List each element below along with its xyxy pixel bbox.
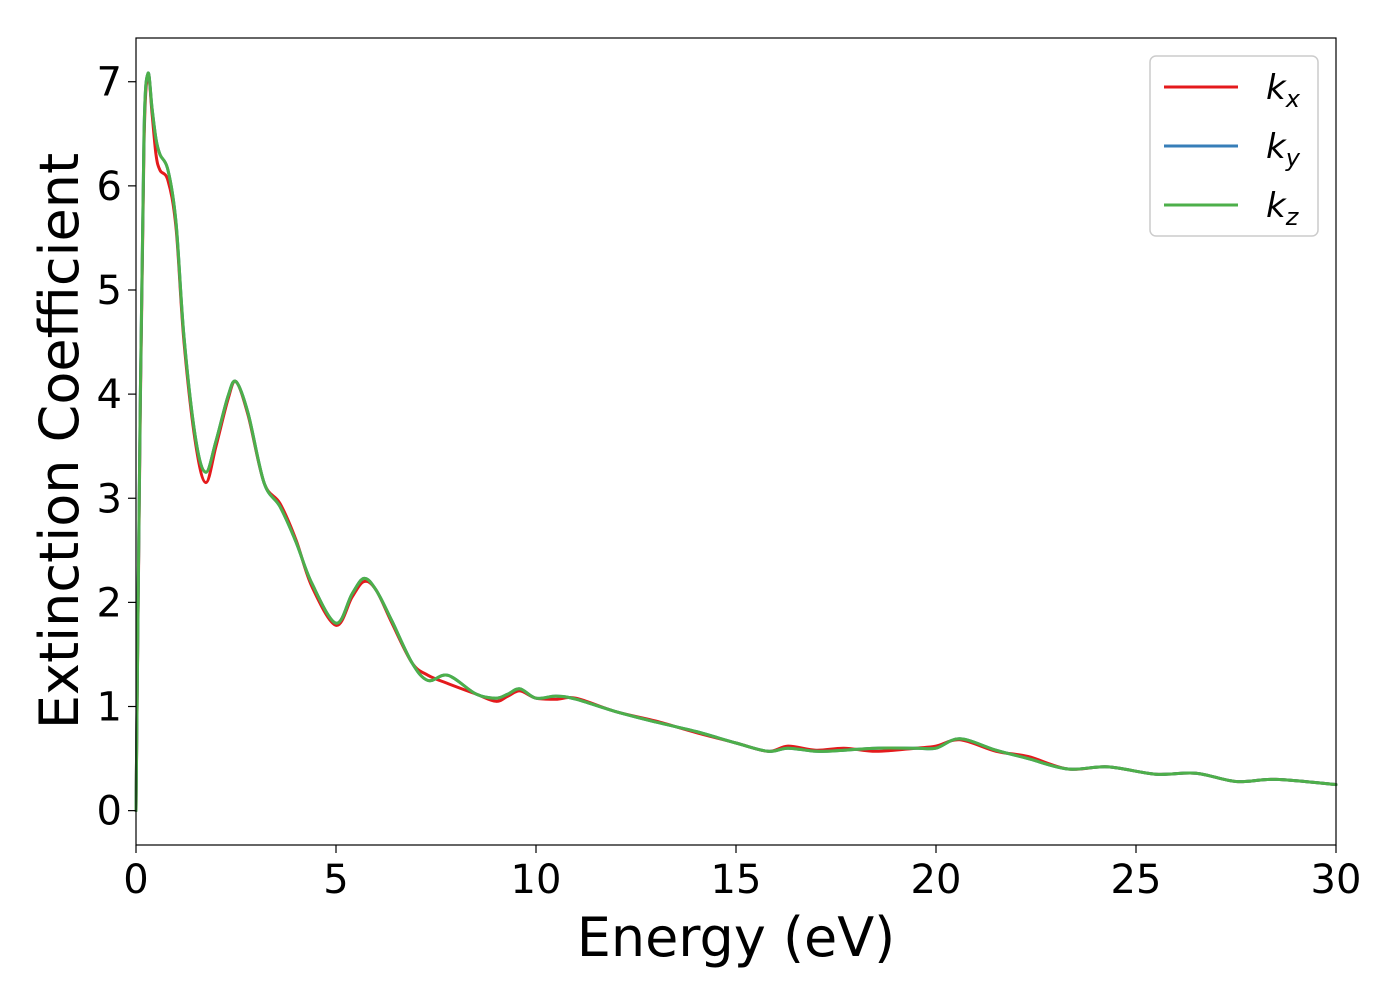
x-tick-label: 5 (323, 857, 348, 903)
series-line-kz (134, 71, 1338, 813)
x-axis-title: Energy (eV) (577, 906, 896, 969)
x-tick-label: 15 (711, 857, 762, 903)
y-axis: 0 1 2 3 4 5 6 7 (97, 60, 136, 835)
y-tick-label: 0 (97, 789, 122, 835)
y-tick-label: 3 (97, 476, 122, 522)
x-tick-label: 20 (911, 857, 962, 903)
x-tick-label: 25 (1111, 857, 1162, 903)
x-tick-label: 0 (123, 857, 148, 903)
series-layer (134, 71, 1338, 813)
y-tick-label: 5 (97, 268, 122, 314)
x-tick-label: 10 (511, 857, 562, 903)
y-tick-label: 4 (97, 372, 122, 418)
x-axis: 0 5 10 15 20 25 30 (123, 845, 1361, 903)
y-tick-label: 6 (97, 164, 122, 210)
y-tick-label: 2 (97, 580, 122, 626)
x-tick-label: 30 (1311, 857, 1362, 903)
y-axis-title: Extinction Coefficient (28, 153, 91, 729)
y-tick-label: 7 (97, 60, 122, 106)
y-tick-label: 1 (97, 685, 122, 731)
